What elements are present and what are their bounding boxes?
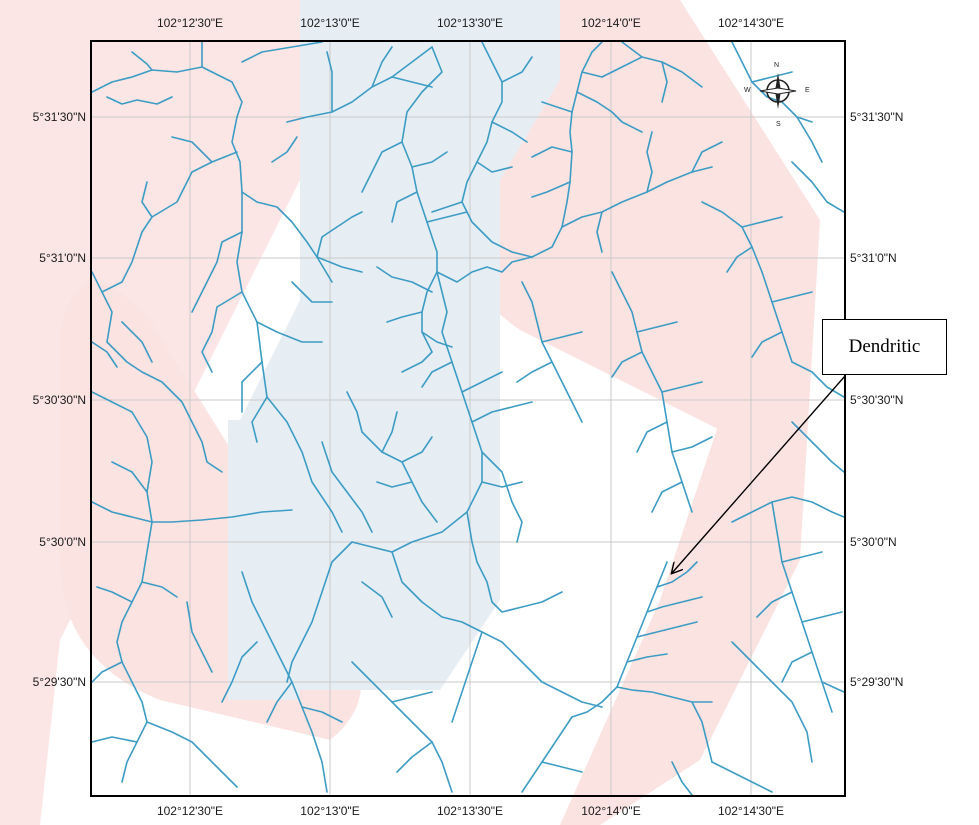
annotation-text: Dendritic (848, 336, 921, 357)
lat-label-left-5: 5°29'30"N (32, 675, 86, 689)
north-arrow (759, 73, 797, 109)
lat-label-left-3: 5°30'30"N (32, 393, 86, 407)
map-frame: N S E W (90, 40, 846, 797)
lat-label-left-2: 5°31'0"N (39, 251, 86, 265)
lon-label-bottom-5: 102°14'30"E (717, 804, 785, 818)
lat-label-right-1: 5°31'30"N (850, 110, 904, 124)
lon-label-bottom-2: 102°13'0"E (300, 804, 360, 818)
lon-label-bottom-4: 102°14'0"E (581, 804, 641, 818)
compass-letter-e: E (805, 87, 810, 94)
compass-letter-s: S (776, 121, 781, 128)
lon-label-bottom-1: 102°12'30"E (156, 804, 224, 818)
lat-label-right-2: 5°31'0"N (850, 251, 897, 265)
lat-label-right-4: 5°30'0"N (850, 535, 897, 549)
annotation-label-dendritic: Dendritic (822, 319, 947, 375)
lon-label-top-1: 102°12'30"E (156, 16, 224, 30)
lon-label-top-3: 102°13'30"E (436, 16, 504, 30)
watermark-blue-shape (228, 0, 560, 700)
map-canvas[interactable] (92, 42, 844, 795)
lon-label-top-4: 102°14'0"E (581, 16, 641, 30)
lon-label-bottom-3: 102°13'30"E (436, 804, 504, 818)
lon-label-top-5: 102°14'30"E (717, 16, 785, 30)
lon-label-top-2: 102°13'0"E (300, 16, 360, 30)
lat-label-right-5: 5°29'30"N (850, 675, 904, 689)
lat-label-left-4: 5°30'0"N (39, 535, 86, 549)
lat-label-right-3: 5°30'30"N (850, 393, 904, 407)
compass-letter-n: N (774, 62, 780, 69)
compass-letter-w: W (744, 87, 751, 94)
lat-label-left-1: 5°31'30"N (32, 110, 86, 124)
